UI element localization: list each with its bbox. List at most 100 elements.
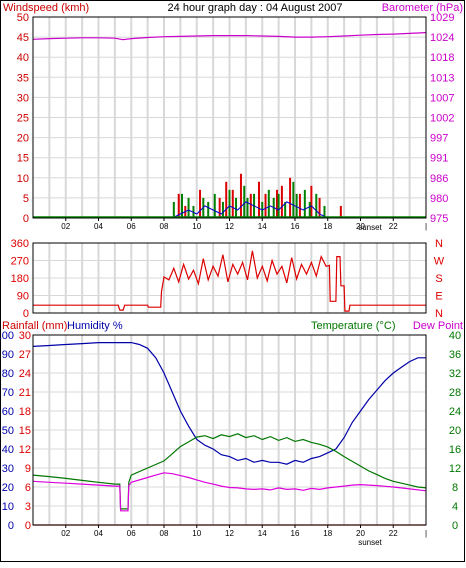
- humidity-tick-label: 80: [2, 368, 14, 380]
- windspeed-axis-ticks: 0 5 10 15 20 25 30 35 40 45 50: [17, 12, 29, 225]
- x-tick-label: 02: [61, 222, 70, 231]
- temperature-axis-title: Temperature (°C): [311, 320, 395, 332]
- humidity-tick-label: 90: [2, 349, 14, 361]
- compass-tick-label: E: [435, 291, 442, 303]
- windspeed-tick-label: 10: [17, 173, 29, 185]
- direction-tick-label: 270: [11, 256, 29, 268]
- temperature-axis-ticks: 0 4 8 12 16 20 24 28 32 36 40: [449, 330, 461, 532]
- panel1-x-axis-ticks: 02 04 06 08 10 12 14 16 18 20 22 |: [61, 218, 427, 231]
- x-tick-label: 14: [258, 222, 267, 231]
- x-tick-label: 04: [94, 222, 103, 231]
- temperature-tick-label: 32: [449, 368, 461, 380]
- x-tick-label: 12: [225, 529, 234, 538]
- x-tick-label: 08: [160, 529, 169, 538]
- x-tick-label: 14: [258, 529, 267, 538]
- panel2-gridlines: [33, 243, 426, 313]
- x-tick-label: 12: [225, 222, 234, 231]
- compass-tick-label: S: [435, 273, 442, 285]
- humidity-tick-label: 30: [2, 463, 14, 475]
- temperature-tick-label: 20: [449, 425, 461, 437]
- windspeed-tick-label: 35: [17, 72, 29, 84]
- x-tick-label: 10: [192, 222, 201, 231]
- humidity-tick-label: 60: [2, 406, 14, 418]
- temperature-tick-label: 40: [449, 330, 461, 342]
- panel-rain-humidity-temperature: 0102030405060708090100 03691215182124273…: [0, 330, 461, 547]
- direction-tick-label: 0: [23, 308, 29, 320]
- barometer-tick-label: 975: [430, 213, 448, 225]
- wind-direction-line: [33, 250, 426, 312]
- panel1-plot-border: [32, 16, 427, 219]
- humidity-line: [32, 342, 426, 465]
- rainfall-tick-label: 12: [19, 444, 31, 456]
- compass-tick-label: N: [435, 308, 443, 320]
- humidity-tick-label: 40: [2, 444, 14, 456]
- rainfall-tick-label: 9: [25, 463, 31, 475]
- x-tick-label: 02: [61, 529, 70, 538]
- humidity-tick-label: 0: [8, 520, 14, 532]
- windspeed-tick-label: 0: [23, 213, 29, 225]
- x-tick-label: 18: [323, 529, 332, 538]
- x-tick-label: 20: [356, 529, 365, 538]
- rainfall-tick-label: 21: [19, 387, 31, 399]
- baro-axis-title: Barometer (hPa): [382, 2, 463, 14]
- wind-axis-title: Windspeed (kmh): [3, 2, 89, 14]
- barometer-tick-label: 1007: [430, 92, 454, 104]
- humidity-axis-ticks: 0 10 20 30 40 50 60 70 80 90 100: [0, 330, 14, 532]
- panel1-sunset-label: sunset: [358, 223, 382, 232]
- panel3-gridlines: [33, 335, 426, 525]
- x-tick-label: 22: [389, 529, 398, 538]
- windspeed-tick-label: 45: [17, 32, 29, 44]
- x-tick-label: 06: [127, 222, 136, 231]
- temperature-tick-label: 36: [449, 349, 461, 361]
- rainfall-tick-label: 24: [19, 368, 31, 380]
- barometer-tick-label: 980: [430, 193, 448, 205]
- graph-title: 24 hour graph day : 04 August 2007: [168, 2, 343, 14]
- rainfall-tick-label: 18: [19, 406, 31, 418]
- x-tick-label: 18: [323, 222, 332, 231]
- x-tick-label: 06: [127, 529, 136, 538]
- barometer-tick-label: 991: [430, 153, 448, 165]
- panel1-series: [32, 32, 427, 219]
- dewpoint-line: [32, 472, 427, 512]
- direction-tick-label: 180: [11, 273, 29, 285]
- x-tick-label: 22: [389, 222, 398, 231]
- barometer-tick-label: 1018: [430, 52, 454, 64]
- humidity-axis-title: Humidity %: [67, 320, 123, 332]
- windspeed-tick-label: 5: [23, 193, 29, 205]
- direction-tick-label: 360: [11, 238, 29, 250]
- temperature-tick-label: 4: [452, 501, 458, 513]
- panel1-gridlines: [33, 17, 426, 218]
- rainfall-axis-ticks: 0 3 6 9 12 15 18 21 24 27 30: [19, 330, 31, 532]
- windspeed-tick-label: 15: [17, 153, 29, 165]
- x-tick-label: 16: [291, 222, 300, 231]
- x-tick-label: 20: [356, 222, 365, 231]
- rainfall-tick-label: 3: [25, 501, 31, 513]
- x-tick-label: 08: [160, 222, 169, 231]
- barometer-tick-label: 1013: [430, 72, 454, 84]
- temperature-tick-label: 24: [449, 406, 461, 418]
- temperature-tick-label: 16: [449, 444, 461, 456]
- barometer-tick-label: 997: [430, 133, 448, 145]
- windspeed-tick-label: 50: [17, 12, 29, 24]
- dewpoint-axis-title: Dew Point: [413, 320, 463, 332]
- temperature-tick-label: 28: [449, 387, 461, 399]
- temperature-tick-label: 0: [452, 520, 458, 532]
- panel3-sunset-label: sunset: [358, 538, 382, 547]
- x-tick-label: |: [425, 222, 427, 231]
- barometer-line: [32, 32, 427, 41]
- panel3-plot-border: [32, 334, 427, 526]
- windspeed-tick-label: 40: [17, 52, 29, 64]
- rainfall-tick-label: 15: [19, 425, 31, 437]
- barometer-axis-ticks: 975 980 986 991 997 1002 1007 1013 1018 1024 1029: [430, 12, 454, 225]
- direction-degree-ticks: 0 90 180 270 360: [11, 238, 29, 320]
- barometer-tick-label: 1029: [430, 12, 454, 24]
- compass-tick-label: W: [434, 256, 445, 268]
- barometer-tick-label: 1002: [430, 113, 454, 125]
- panel2-series: [33, 250, 426, 312]
- rainfall-tick-label: 30: [19, 330, 31, 342]
